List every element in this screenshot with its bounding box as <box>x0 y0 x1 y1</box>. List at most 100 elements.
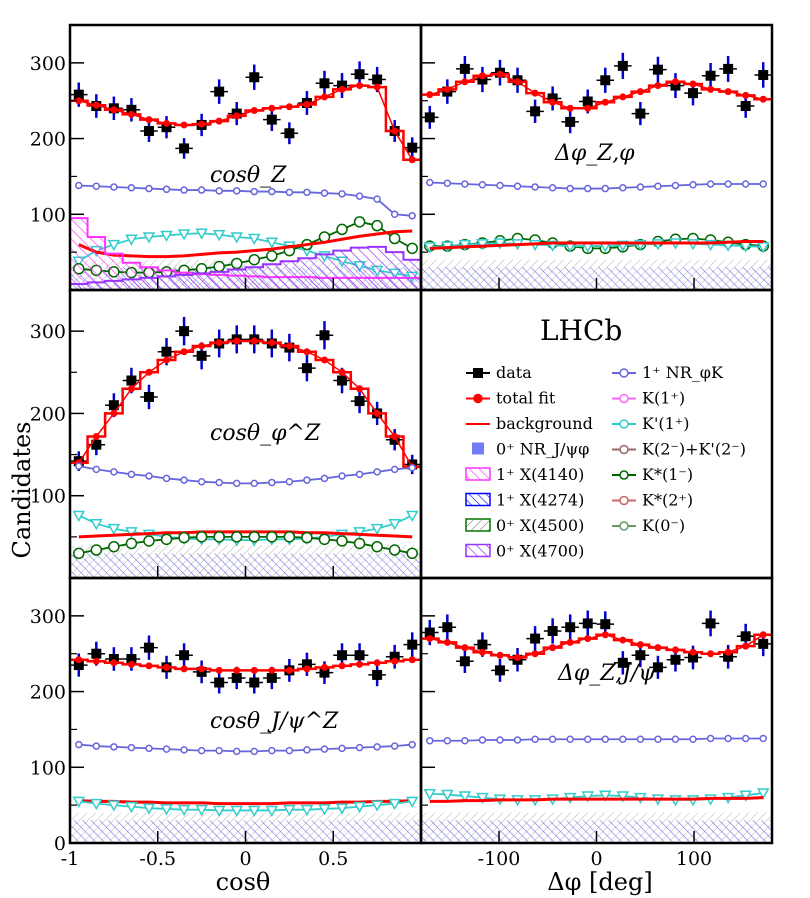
data-point <box>477 639 488 650</box>
total-fit-point <box>215 666 223 674</box>
x-axis-title-left: cosθ <box>216 868 271 896</box>
component-k-1-marker <box>581 791 594 803</box>
component-1-nr-k-marker <box>531 735 539 744</box>
component-k-1-marker <box>248 253 261 266</box>
component-k-1-marker <box>283 531 296 543</box>
component-k-1-marker <box>90 544 103 556</box>
component-1-nr-k-marker <box>215 746 223 755</box>
component-1-nr-k-marker <box>320 745 329 753</box>
y-axis-title: Candidates <box>8 421 36 558</box>
data-point <box>565 116 576 127</box>
total-fit-point <box>391 432 399 440</box>
total-fit-point <box>320 93 328 101</box>
total-fit-point <box>373 659 381 667</box>
component-k-1-marker <box>405 510 419 523</box>
component-k-1-marker <box>318 804 331 816</box>
total-fit-histogram <box>70 84 421 162</box>
legend-item-0-x-4500: 0⁺ X(4500) <box>465 516 584 535</box>
component-1-nr-k-marker <box>513 182 522 191</box>
y-tick-label: 200 <box>30 682 66 704</box>
component-1-nr-k-marker <box>110 468 118 476</box>
legend-item-k-2-k-2: K(2⁻)+K'(2⁻) <box>612 440 746 459</box>
total-fit-point <box>127 110 135 118</box>
total-fit-point <box>75 97 83 105</box>
legend-item-background: background <box>466 414 593 433</box>
component-1-nr-k-marker <box>583 735 592 744</box>
data-point <box>231 672 242 683</box>
component-k-1-marker <box>90 798 103 811</box>
component-k-1-marker <box>142 232 156 244</box>
legend-label: 1⁺ X(4140) <box>496 465 584 484</box>
component-k-1-marker <box>90 518 103 531</box>
total-fit-point <box>742 91 750 99</box>
data-point <box>91 648 102 659</box>
total-fit-point <box>514 654 522 661</box>
component-k-1-marker <box>283 804 296 817</box>
background-curve <box>429 796 764 803</box>
component-1-nr-k-marker <box>443 179 452 187</box>
legend-label: background <box>496 414 593 433</box>
component-1-nr-k-marker <box>75 181 83 190</box>
total-fit-point <box>233 112 241 120</box>
component-1-nr-k-marker <box>759 734 767 743</box>
y-tick-label: 200 <box>30 129 66 151</box>
data-point <box>301 659 312 670</box>
component-1-nr-k-marker <box>724 734 732 743</box>
component-1-nr-k-marker <box>706 180 715 188</box>
data-point <box>635 650 646 661</box>
data-point <box>617 60 628 71</box>
x-tick-label: 100 <box>676 848 712 870</box>
data-point <box>126 654 137 665</box>
component-1-nr-k-marker <box>373 468 381 476</box>
component-1-nr-k-marker <box>548 735 557 744</box>
data-point <box>196 350 207 361</box>
total-fit-point <box>391 657 399 665</box>
total-fit-point <box>285 103 293 111</box>
data-point <box>582 618 593 629</box>
lhcb-label: LHCb <box>540 314 622 347</box>
data-point <box>161 122 172 133</box>
component-k-1-marker <box>265 237 279 249</box>
component-k-1-marker <box>160 804 173 816</box>
total-fit-point <box>566 104 574 112</box>
legend: data total fit background 0⁺ NR_J/ψφ 1⁺ X(41… <box>465 363 746 561</box>
component-k-1-marker <box>73 547 85 560</box>
component-k-1-marker <box>353 527 366 539</box>
component-1-nr-k-marker <box>496 181 504 190</box>
total-fit-point <box>461 78 469 86</box>
total-fit-point <box>92 657 100 665</box>
total-fit-point <box>127 660 135 668</box>
component-k-1-marker <box>248 531 261 543</box>
data-point <box>354 396 365 407</box>
component-1-nr-k-marker <box>706 734 715 743</box>
component-1-nr-k-marker <box>250 747 259 756</box>
total-fit-point <box>198 665 206 673</box>
legend-item-k-2: K*(2⁺) <box>612 491 693 510</box>
component-1-nr-k-marker <box>215 478 223 487</box>
component-k-1-marker <box>125 537 138 550</box>
component-1-nr-k-marker <box>443 737 452 745</box>
component-1-nr-k-marker <box>390 742 399 750</box>
total-fit-point <box>496 651 504 659</box>
data-point <box>179 326 190 337</box>
data-point <box>108 400 119 411</box>
data-point <box>266 114 277 125</box>
total-fit-point <box>531 650 539 658</box>
data-point <box>758 69 769 80</box>
y-tick-label: 0 <box>54 833 66 855</box>
data-point <box>705 70 716 81</box>
data-point <box>143 391 154 402</box>
y-tick-label: 100 <box>30 486 66 508</box>
component-1-nr-k-marker <box>654 182 662 191</box>
data-point <box>126 375 137 386</box>
component-1-nr-k-marker <box>741 180 750 188</box>
component-k-1-marker <box>177 804 191 817</box>
data-point <box>600 619 611 630</box>
total-fit-histogram <box>70 658 421 672</box>
component-1-nr-k-marker <box>689 735 697 744</box>
total-fit-point <box>443 85 451 93</box>
data-point <box>354 650 365 661</box>
legend-item-k-1: K(1⁺) <box>612 389 685 408</box>
component-k-1-marker <box>756 788 770 800</box>
x-tick-label: -1 <box>61 848 80 870</box>
